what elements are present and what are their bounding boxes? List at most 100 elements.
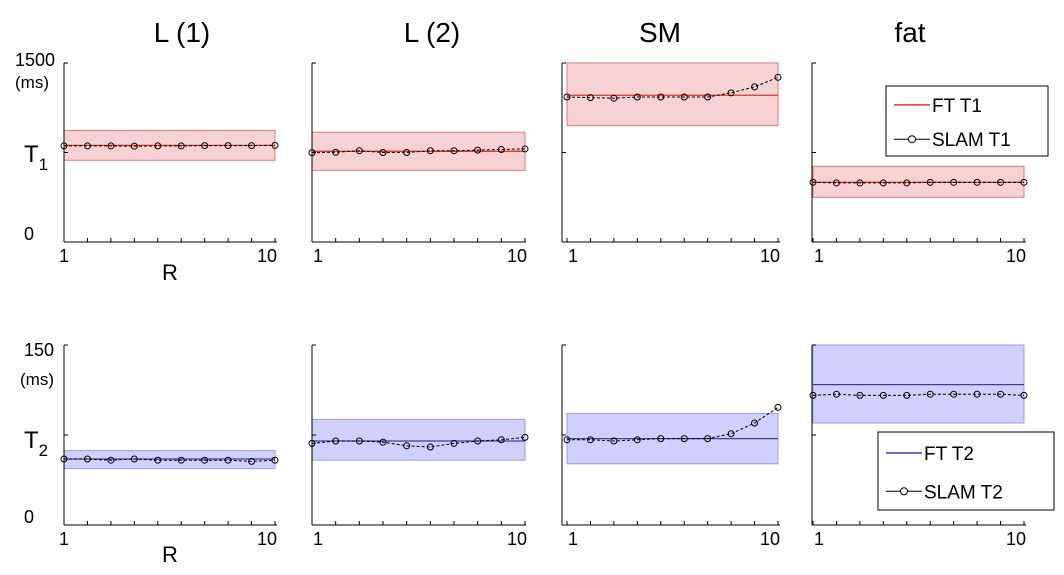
slam-point: [60, 142, 68, 150]
slam-point: [680, 435, 688, 443]
chart-legends: FT T1 SLAM T1 FT T2 SLAM T2: [877, 85, 1055, 511]
t1-unit-label: (ms): [15, 73, 49, 92]
legend-box: [877, 431, 1055, 511]
slam-line: [812, 393, 1025, 396]
slam-point: [832, 390, 840, 398]
slam-point: [497, 436, 505, 444]
slam-line: [64, 144, 276, 147]
t1-axis-label-main: T: [24, 141, 39, 168]
slam-point: [426, 443, 434, 451]
slam-point: [177, 456, 185, 464]
column-title-l1: L (1): [154, 17, 211, 48]
slam-point: [308, 439, 316, 447]
x-tick-label-1: 1: [814, 529, 824, 549]
slam-point: [973, 390, 981, 398]
panel-0-2: 1 10: [561, 62, 782, 266]
legend-box: [885, 85, 1049, 157]
panel-1-2: 1 10: [561, 344, 782, 549]
slam-point: [997, 390, 1005, 398]
slam-point: [474, 437, 482, 445]
t2-x-axis-label: R: [162, 542, 178, 567]
t1-ymax-label: 1500: [15, 50, 55, 70]
slam-point: [177, 142, 185, 150]
slam-point: [563, 93, 571, 101]
slam-point: [751, 83, 759, 91]
slam-point: [355, 437, 363, 445]
slam-point: [1020, 391, 1028, 399]
panel-0-0: 1 10: [59, 62, 279, 266]
x-tick-label-1: 1: [59, 529, 69, 549]
slam-point: [680, 93, 688, 101]
column-title-l2: L (2): [404, 17, 461, 48]
slam-point: [355, 147, 363, 155]
t2-ymax-label: 150: [24, 340, 54, 360]
x-tick-label-1: 1: [568, 529, 578, 549]
x-tick-label-1: 1: [568, 246, 578, 266]
x-tick-label-1: 1: [313, 246, 323, 266]
slam-point: [107, 142, 115, 150]
x-tick-label-10: 10: [1006, 529, 1026, 549]
slam-point: [997, 178, 1005, 186]
x-tick-label-10: 10: [507, 246, 527, 266]
slam-point: [224, 456, 232, 464]
slam-point: [450, 147, 458, 155]
slam-point: [201, 142, 209, 150]
legend-ft-label: FT T2: [924, 444, 974, 465]
t2-unit-label: (ms): [20, 370, 54, 389]
slam-point: [879, 179, 887, 187]
slam-point: [474, 146, 482, 154]
t2-axis-label: T2: [24, 427, 48, 460]
slam-point: [926, 390, 934, 398]
x-tick-label-1: 1: [313, 529, 323, 549]
slam-point: [154, 456, 162, 464]
slam-point: [201, 456, 209, 464]
slam-line: [311, 148, 526, 154]
slam-point: [521, 433, 529, 441]
x-tick-label-10: 10: [257, 529, 277, 549]
slam-point: [774, 73, 782, 81]
slam-point: [856, 391, 864, 399]
slam-point: [130, 142, 138, 150]
t1-axis-label-sub: 1: [39, 155, 48, 174]
slam-point: [610, 437, 618, 445]
x-tick-label-1: 1: [59, 246, 69, 266]
legend-t2: FT T2 SLAM T2: [877, 431, 1055, 511]
panel-1-0: 1 10: [59, 344, 279, 549]
slam-point: [403, 442, 411, 450]
slam-point: [727, 430, 735, 438]
slam-point: [224, 142, 232, 150]
slam-point: [379, 438, 387, 446]
legend-slam-marker: [908, 135, 916, 144]
slam-point: [403, 149, 411, 156]
slam-point: [751, 419, 759, 427]
column-title-fat: fat: [894, 17, 925, 48]
slam-line: [64, 458, 276, 462]
t1-x-axis-label: R: [162, 260, 178, 285]
slam-point: [379, 149, 387, 156]
chart-panels: 1 10 1 10 1 10 1 10 1 10 1 10 1 10 1 10: [59, 62, 1028, 549]
slam-point: [107, 456, 115, 464]
slam-point: [879, 391, 887, 399]
slam-point: [903, 391, 911, 399]
slam-point: [809, 391, 817, 399]
slam-point: [332, 437, 340, 445]
slam-point: [926, 178, 934, 186]
slam-point: [856, 179, 864, 187]
legend-slam-label: SLAM T1: [932, 130, 1011, 151]
slam-point: [973, 178, 981, 186]
slam-point: [633, 93, 641, 101]
slam-point: [563, 436, 571, 444]
legend-t1: FT T1 SLAM T1: [885, 85, 1049, 157]
x-tick-label-10: 10: [257, 246, 277, 266]
panel-0-3: 1 10: [809, 62, 1028, 266]
t2-axis-label-sub: 2: [39, 441, 48, 460]
ft-band: [311, 418, 526, 461]
slam-point: [950, 390, 958, 398]
t2-ymin-label: 0: [24, 507, 34, 527]
slam-point: [332, 148, 340, 156]
slam-point: [60, 455, 68, 463]
legend-slam-marker: [900, 487, 908, 496]
slam-point: [903, 179, 911, 187]
slam-point: [950, 178, 958, 186]
slam-point: [832, 179, 840, 187]
